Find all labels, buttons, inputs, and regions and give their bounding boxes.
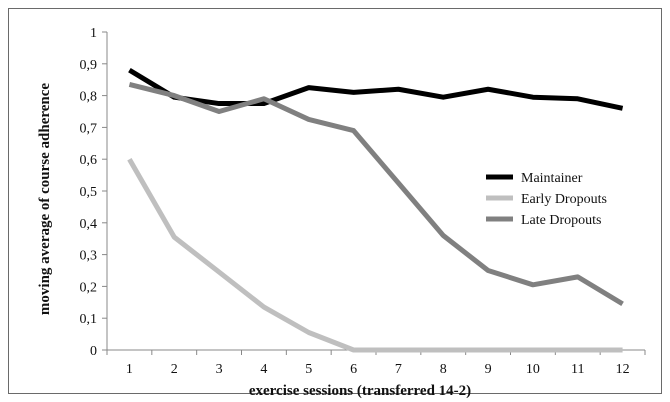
x-tick-label: 3 xyxy=(216,362,223,377)
x-tick-label: 4 xyxy=(260,362,267,377)
y-tick-label: 0,2 xyxy=(80,280,98,295)
x-tick-label: 10 xyxy=(526,362,540,377)
x-tick-label: 12 xyxy=(616,362,630,377)
y-tick-label: 0,5 xyxy=(80,185,98,200)
series-line-early-dropouts xyxy=(127,157,623,353)
y-tick-label: 0,9 xyxy=(80,58,98,73)
series-layer xyxy=(127,68,624,353)
y-tick-label: 0,1 xyxy=(80,312,98,327)
y-tick-label: 1 xyxy=(90,26,97,41)
y-tick-label: 0 xyxy=(90,344,97,359)
y-axis-title: moving average of course adherence xyxy=(37,83,53,316)
x-tick-label: 8 xyxy=(440,362,447,377)
x-tick-label: 7 xyxy=(395,362,402,377)
series-line-maintainer xyxy=(128,68,624,111)
y-tick-label: 0,3 xyxy=(80,249,98,264)
axes: 00,10,20,30,40,50,60,70,80,911 2 3 4 5 6 7 8 9 10… xyxy=(80,26,646,377)
y-tick-label: 0,7 xyxy=(80,121,98,136)
x-tick-label: 6 xyxy=(350,362,357,377)
y-tick-label: 0,6 xyxy=(80,153,98,168)
x-tick-label: 11 xyxy=(571,362,584,377)
legend: Maintainer Early Dropouts Late Dropouts xyxy=(486,171,607,228)
x-tick-label: 9 xyxy=(485,362,492,377)
y-tick-label: 0,8 xyxy=(80,90,98,105)
legend-label: Maintainer xyxy=(521,171,583,186)
y-tick-label: 0,4 xyxy=(80,217,98,232)
x-tick-label: 5 xyxy=(305,362,312,377)
legend-label: Early Dropouts xyxy=(521,192,607,207)
x-tick-label: 2 xyxy=(171,362,178,377)
legend-label: Late Dropouts xyxy=(521,213,601,228)
series-line-late-dropouts xyxy=(128,82,624,307)
x-axis-title: exercise sessions (transferred 14-2) xyxy=(249,383,471,399)
chart-frame xyxy=(8,8,662,394)
x-tick-label: 1 xyxy=(126,362,133,377)
